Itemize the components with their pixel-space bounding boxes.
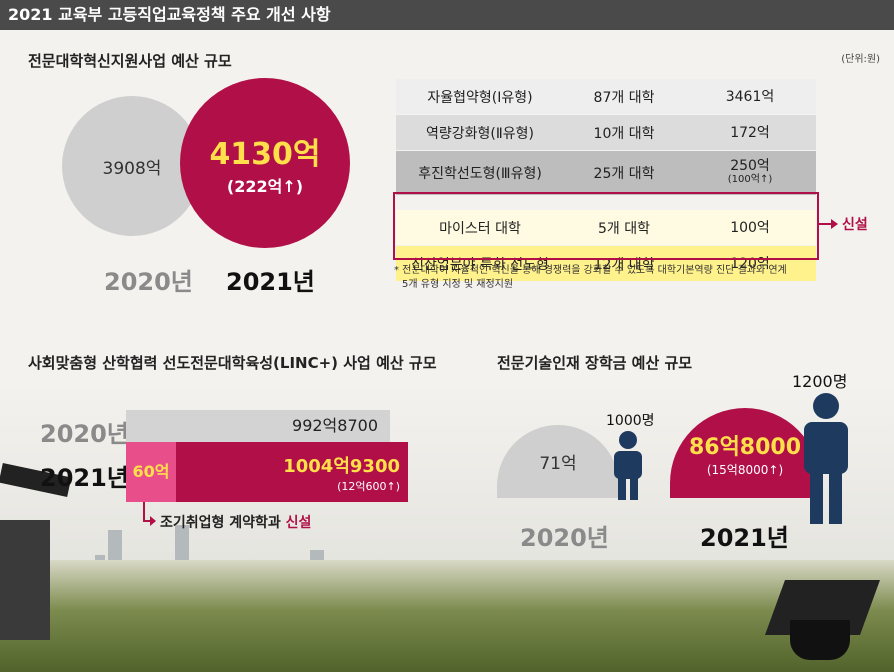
value-2021: 4130억: [209, 137, 321, 172]
callout-text: 조기취업형 계약학과: [160, 515, 286, 531]
row-amount-cell: 250억 (100억↑): [684, 159, 816, 187]
new-label: 신설: [842, 217, 868, 233]
arrow-line: [819, 223, 833, 225]
scholarship-year-2021: 2021년: [700, 524, 789, 552]
scholarship-title: 전문기술인재 장학금 예산 규모: [497, 354, 693, 372]
value-2020: 3908억: [102, 158, 162, 179]
table-row: 역량강화형(Ⅱ유형) 10개 대학 172억: [396, 115, 816, 150]
row-type: 마이스터 대학: [439, 220, 521, 237]
table-row: 신산업분야 특화 선도형 12개 대학 120억: [396, 246, 816, 281]
budget-title: 전문대학혁신지원사업 예산 규모: [28, 52, 232, 70]
table-row: 자율협약형(Ⅰ유형) 87개 대학 3461억: [396, 79, 816, 114]
linc-year-2021: 2021년: [40, 464, 129, 492]
people-2021: 1200명: [792, 372, 848, 391]
row-type: 역량강화형(Ⅱ유형): [426, 125, 534, 142]
row-count: 5개 대학: [598, 220, 650, 237]
bar-new-segment: 60억: [126, 442, 176, 502]
row-count: 12개 대학: [593, 256, 655, 273]
page-title: 2021 교육부 고등직업교육정책 주요 개선 사항: [0, 0, 894, 30]
year-2020-label: 2020년: [104, 268, 193, 296]
new-programs-highlight: [393, 192, 819, 260]
circle-2020: 3908억: [62, 96, 202, 236]
table-row: 마이스터 대학 5개 대학 100억: [396, 210, 816, 245]
row-amount-sub: (100억↑): [727, 174, 773, 185]
row-amount: 120억: [730, 255, 770, 272]
scholarship-year-2020: 2020년: [520, 524, 609, 552]
increase-2021: (222억↑): [226, 177, 304, 196]
arrow-right-icon: [150, 516, 156, 526]
graduation-cap-base: [790, 620, 850, 660]
footnote: * 전문대학이 자율적인 혁신을 통해 경쟁력을 강화할 수 있도록 대학기본역…: [394, 264, 824, 292]
people-2020: 1000명: [606, 413, 655, 429]
callout-new: 신설: [285, 515, 312, 531]
callout-line: [143, 520, 151, 522]
row-amount: 250억: [730, 158, 770, 174]
scholarship-value-2021: 86억8000: [688, 434, 802, 460]
row-type: 신산업분야 특화 선도형: [411, 256, 549, 273]
person-icon: [804, 393, 848, 524]
row-amount: 172억: [730, 124, 770, 141]
row-type: 후진학선도형(Ⅲ유형): [418, 166, 542, 182]
circle-2021: 4130억 (222억↑): [180, 78, 350, 248]
bar-2020: 992억8700: [126, 410, 390, 442]
row-type: 자율협약형(Ⅰ유형): [427, 89, 533, 106]
callout-line: [143, 502, 145, 522]
arrow-right-icon: [831, 219, 838, 229]
background-field: [0, 560, 894, 672]
unit-label: (단위:원): [841, 54, 880, 65]
linc-year-2020: 2020년: [40, 420, 129, 448]
year-2021-label: 2021년: [226, 268, 315, 296]
scholarship-increase-2021: (15억8000↑): [706, 462, 784, 477]
row-count: 87개 대학: [593, 89, 655, 106]
callout: 조기취업형 계약학과 신설: [160, 512, 311, 532]
row-amount: 100억: [730, 219, 770, 236]
row-count: 25개 대학: [593, 166, 655, 182]
scholarship-value-2020: 71억: [539, 454, 577, 474]
bar-2021-value: 1004억9300: [283, 456, 400, 477]
budget-table: 자율협약형(Ⅰ유형) 87개 대학 3461억 역량강화형(Ⅱ유형) 10개 대…: [396, 79, 816, 282]
table-row: 후진학선도형(Ⅲ유형) 25개 대학 250억 (100억↑): [396, 151, 816, 195]
linc-title: 사회맞춤형 산학협력 선도전문대학육성(LINC+) 사업 예산 규모: [28, 354, 437, 372]
row-count: 10개 대학: [593, 125, 655, 142]
footnote-line: 5개 유형 지정 및 재정지원: [402, 279, 514, 290]
statue-silhouette: [0, 520, 50, 640]
bar-2021-increase: (12억600↑): [337, 480, 400, 493]
person-icon: [614, 431, 642, 500]
footnote-line: * 전문대학이 자율적인 혁신을 통해 경쟁력을 강화할 수 있도록 대학기본역…: [394, 265, 787, 276]
row-amount: 3461억: [725, 88, 775, 105]
